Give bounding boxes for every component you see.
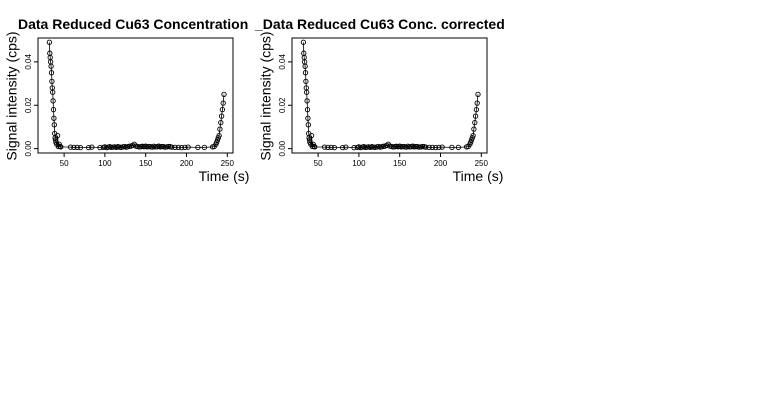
data-point <box>439 144 445 150</box>
data-point <box>49 78 55 85</box>
y-tick-label: 0.00 <box>278 140 287 156</box>
data-point <box>58 144 64 150</box>
data-point <box>219 106 226 113</box>
plot-frame <box>37 37 234 154</box>
data-point <box>473 106 480 113</box>
data-point <box>302 70 309 76</box>
data-point <box>436 144 442 151</box>
data-point <box>321 144 328 150</box>
chart-panel-1: 50 100 150 200 250 0.00 0.02 0.04 Data Reduced C… <box>4 16 250 184</box>
data-point <box>48 63 54 69</box>
data-point <box>85 144 92 151</box>
data-point <box>432 144 439 151</box>
data-point <box>328 144 334 151</box>
data-point <box>178 144 185 151</box>
data-point <box>331 144 338 151</box>
data-point <box>182 144 188 151</box>
data-point <box>449 144 455 151</box>
x-tick-label: 100 <box>98 159 112 168</box>
data-point <box>185 144 191 150</box>
data-point <box>48 70 55 76</box>
data-point <box>46 39 53 45</box>
plot-frame <box>291 37 488 154</box>
x-tick-label: 50 <box>314 159 323 168</box>
data-point <box>304 106 311 113</box>
data-point <box>175 144 181 151</box>
data-point <box>470 132 476 139</box>
x-axis-label: Time (s) <box>199 168 250 184</box>
data-point <box>77 144 84 151</box>
data-point <box>455 144 462 151</box>
data-point <box>218 113 225 119</box>
data-point <box>305 122 311 128</box>
data-point <box>300 39 307 45</box>
data-point <box>221 91 227 98</box>
data-point <box>312 144 318 150</box>
data-point <box>50 89 56 95</box>
data-point <box>220 100 226 106</box>
data-point <box>195 144 201 151</box>
data-point <box>97 144 103 151</box>
x-tick-label: 100 <box>352 159 366 168</box>
y-axis-label: Signal intensity (cps) <box>4 31 20 160</box>
y-axis-label: Signal intensity (cps) <box>258 31 274 160</box>
y-tick-label: 0.04 <box>278 54 287 70</box>
series-line <box>49 42 225 149</box>
data-point <box>172 144 178 151</box>
data-point <box>474 100 480 106</box>
data-point <box>305 115 311 121</box>
data-point <box>308 132 315 139</box>
data-point <box>89 144 95 150</box>
data-point <box>218 119 224 126</box>
data-point <box>50 98 56 104</box>
x-tick-label: 250 <box>221 159 235 168</box>
series-line <box>303 42 479 149</box>
data-point <box>303 78 309 85</box>
data-point <box>475 91 481 98</box>
data-point <box>50 106 57 113</box>
y-tick-label: 0.04 <box>24 54 33 70</box>
data-point <box>169 144 175 150</box>
data-point <box>74 144 80 151</box>
x-tick-label: 200 <box>434 159 448 168</box>
data-point <box>426 144 432 151</box>
x-tick-label: 250 <box>475 159 489 168</box>
x-tick-label: 150 <box>139 159 153 168</box>
data-point <box>67 144 74 150</box>
chart-title: _Data Reduced Cu63 Conc. corrected <box>254 16 505 32</box>
data-point <box>472 113 479 119</box>
y-tick-label: 0.02 <box>278 97 287 113</box>
data-point <box>304 98 310 104</box>
data-point <box>54 132 61 139</box>
x-tick-label: 50 <box>60 159 69 168</box>
chart-title: Data Reduced Cu63 Concentration <box>18 16 248 32</box>
data-point <box>429 144 435 151</box>
data-point <box>71 144 77 151</box>
x-tick-label: 150 <box>393 159 407 168</box>
data-point <box>339 144 346 151</box>
data-point <box>304 89 310 95</box>
data-point <box>343 144 349 150</box>
data-point <box>472 119 478 126</box>
chart-panel-2: 50 100 150 200 250 0.00 0.02 0.04 _Data Reduced … <box>254 16 505 184</box>
x-axis-label: Time (s) <box>453 168 504 184</box>
y-tick-label: 0.02 <box>24 97 33 113</box>
y-tick-label: 0.00 <box>24 140 33 156</box>
data-point <box>201 144 208 151</box>
data-point <box>51 122 57 128</box>
data-point <box>51 115 57 121</box>
data-point <box>302 63 308 69</box>
x-tick-label: 200 <box>180 159 194 168</box>
data-point <box>217 126 223 132</box>
data-point <box>325 144 331 151</box>
data-point <box>351 144 357 151</box>
data-point <box>471 126 477 132</box>
data-point <box>423 144 429 150</box>
data-point <box>216 132 222 139</box>
